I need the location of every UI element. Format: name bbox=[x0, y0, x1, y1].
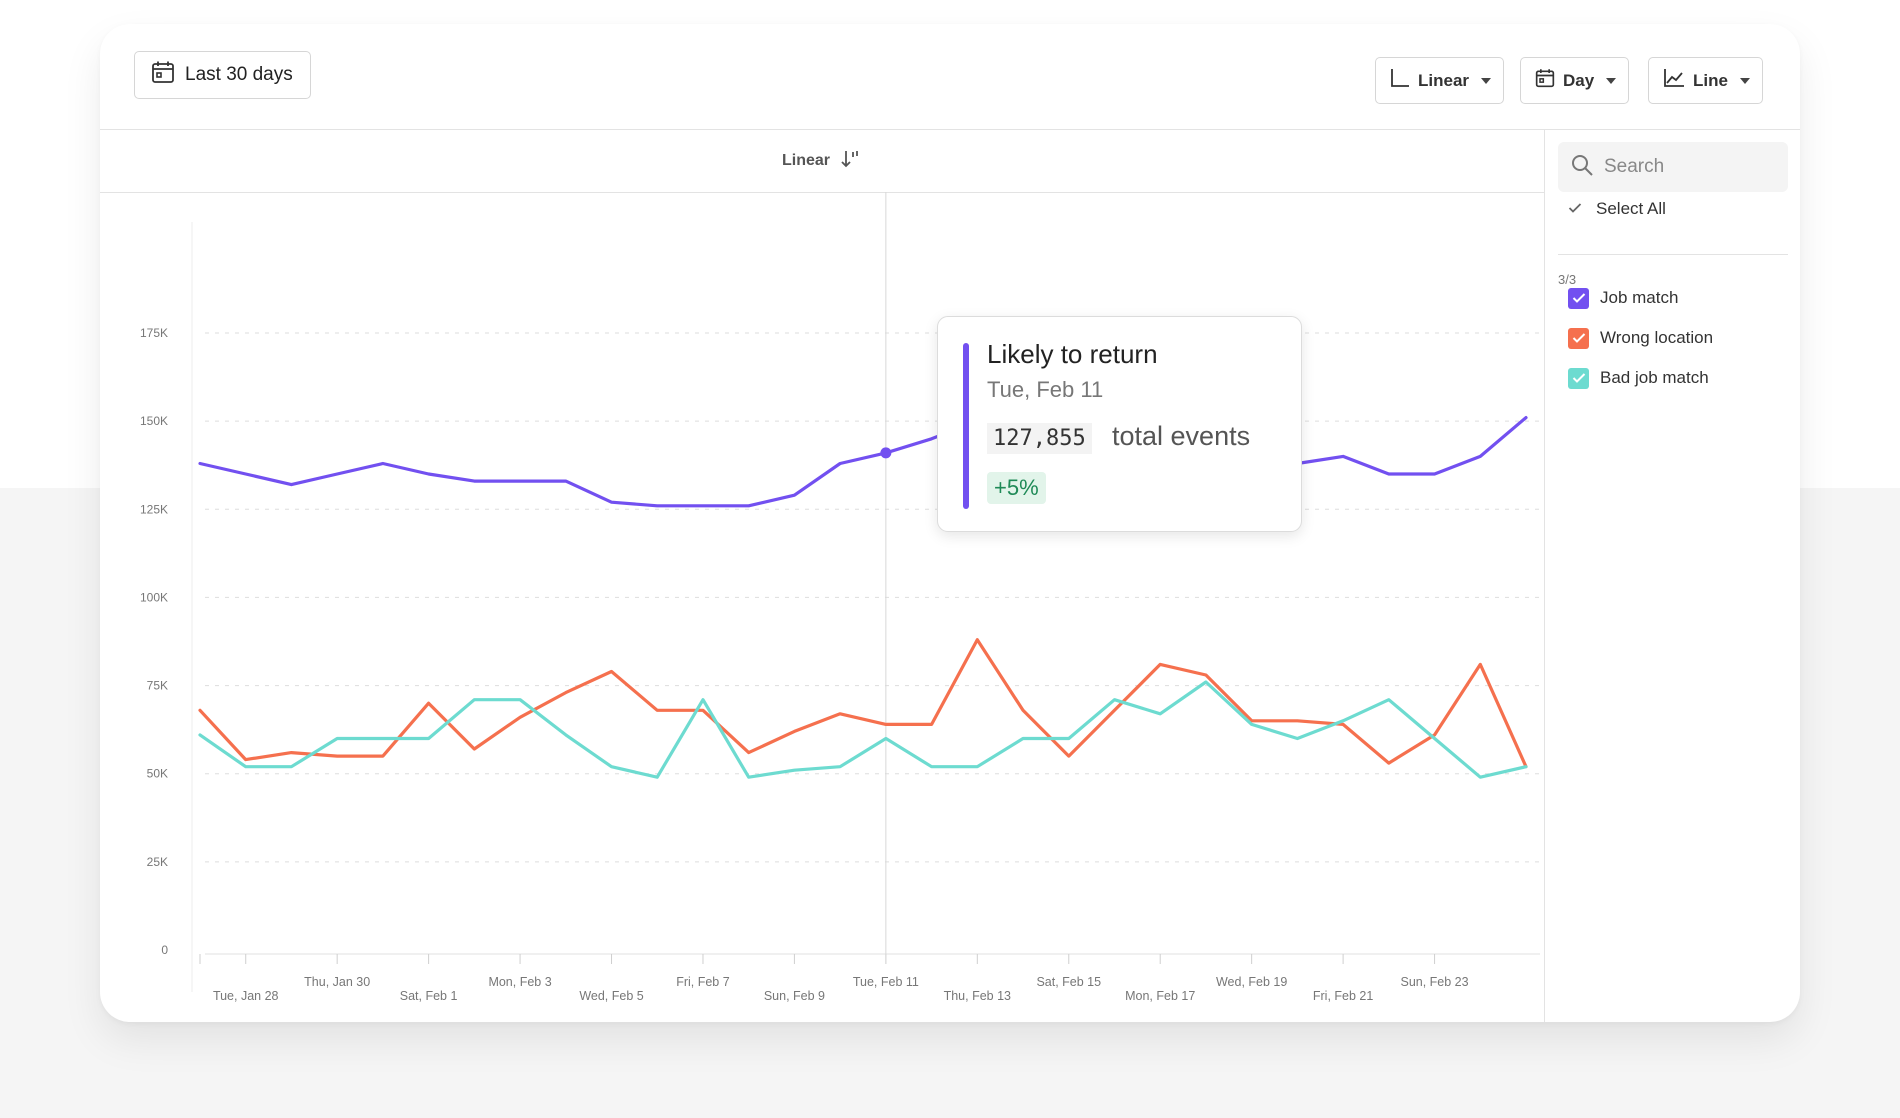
chart-type-dropdown-label: Line bbox=[1693, 70, 1728, 90]
select-all-toggle[interactable]: Select All bbox=[1568, 194, 1666, 224]
legend-item-label: Bad job match bbox=[1600, 368, 1709, 387]
y-tick-label: 175K bbox=[140, 326, 168, 340]
report-card: Last 30 days Linear Day Line Linear bbox=[100, 24, 1800, 1022]
x-tick-label: Tue, Jan 28 bbox=[213, 989, 279, 1003]
legend-checkbox[interactable] bbox=[1568, 367, 1589, 389]
series-line-wrong-location bbox=[198, 638, 1528, 769]
chart-scale-label: Linear bbox=[781, 152, 830, 169]
axis-icon bbox=[1390, 68, 1410, 93]
interval-dropdown-label: Day bbox=[1563, 70, 1595, 90]
legend-search-input[interactable] bbox=[1602, 155, 1776, 179]
tooltip-value: 127,855 bbox=[987, 423, 1092, 454]
x-tick-label: Fri, Feb 21 bbox=[1313, 989, 1373, 1003]
check-icon bbox=[1572, 373, 1585, 383]
select-all-label: Select All bbox=[1596, 199, 1666, 218]
chart-area: Linear 0 25K 50K 75K 100K 125K 150K 175K Tue, Ja… bbox=[100, 130, 1545, 1022]
interval-dropdown[interactable]: Day bbox=[1520, 57, 1630, 104]
calendar-icon bbox=[1535, 68, 1555, 93]
x-tick-label: Fri, Feb 7 bbox=[676, 975, 730, 989]
chevron-down-icon bbox=[1739, 77, 1750, 84]
x-tick-label: Wed, Feb 5 bbox=[579, 989, 643, 1003]
x-tick-label: Sat, Feb 15 bbox=[1036, 975, 1101, 989]
tooltip-color-bar bbox=[963, 343, 969, 509]
tooltip-title: Likely to return bbox=[987, 339, 1158, 369]
y-tick-label: 150K bbox=[140, 414, 168, 428]
chart-tooltip: Likely to return Tue, Feb 11 127,855 tot… bbox=[937, 316, 1302, 532]
chevron-down-icon bbox=[1481, 77, 1492, 84]
x-tick-label: Mon, Feb 17 bbox=[1125, 989, 1195, 1003]
tooltip-change-badge: +5% bbox=[987, 472, 1046, 504]
legend-panel: Select All 3/3 Job match Wrong location … bbox=[1545, 130, 1800, 1022]
tooltip-date: Tue, Feb 11 bbox=[987, 377, 1104, 402]
legend-count: 3/3 bbox=[1558, 272, 1577, 287]
y-tick-label: 125K bbox=[140, 502, 168, 516]
legend-item-bad-job-match[interactable]: Bad job match bbox=[1568, 364, 1709, 392]
report-header: Last 30 days Linear Day Line bbox=[100, 24, 1800, 130]
legend-checkbox[interactable] bbox=[1568, 327, 1589, 349]
y-tick-label: 0 bbox=[161, 943, 168, 957]
legend-item-label: Wrong location bbox=[1600, 328, 1714, 347]
series-line-bad-job-match bbox=[198, 680, 1528, 779]
tooltip-value-suffix: total events bbox=[1112, 421, 1251, 451]
y-tick-label: 50K bbox=[147, 767, 168, 781]
chart-type-dropdown[interactable]: Line bbox=[1648, 57, 1763, 104]
chart-subheader: Linear bbox=[100, 130, 1544, 193]
legend-item-job-match[interactable]: Job match bbox=[1568, 284, 1678, 312]
scale-dropdown[interactable]: Linear bbox=[1375, 57, 1505, 104]
legend-item-wrong-location[interactable]: Wrong location bbox=[1568, 324, 1713, 352]
y-tick-label: 25K bbox=[147, 855, 168, 869]
sort-icon[interactable] bbox=[840, 148, 862, 175]
x-tick-label: Sat, Feb 1 bbox=[400, 989, 458, 1003]
series-line-job-match bbox=[198, 405, 1528, 508]
line-chart-icon bbox=[1663, 68, 1685, 93]
scale-dropdown-label: Linear bbox=[1418, 70, 1470, 90]
chevron-down-icon bbox=[1606, 77, 1617, 84]
check-icon bbox=[1572, 293, 1585, 303]
hover-point bbox=[880, 447, 892, 459]
x-tick-label: Mon, Feb 3 bbox=[488, 975, 551, 989]
legend-search bbox=[1558, 142, 1788, 192]
y-tick-label: 75K bbox=[147, 679, 168, 693]
line-chart: 0 25K 50K 75K 100K 125K 150K 175K Tue, Jan 28 Thu… bbox=[140, 192, 1540, 1003]
x-tick-label: Tue, Feb 11 bbox=[853, 975, 919, 989]
y-tick-label: 100K bbox=[140, 590, 168, 604]
legend-checkbox[interactable] bbox=[1568, 287, 1589, 309]
date-range-label: Last 30 days bbox=[185, 64, 293, 85]
legend-item-label: Job match bbox=[1600, 288, 1679, 307]
legend-divider bbox=[1558, 254, 1788, 255]
check-icon bbox=[1572, 333, 1585, 343]
x-tick-label: Thu, Feb 13 bbox=[944, 989, 1011, 1003]
search-icon bbox=[1570, 153, 1594, 182]
calendar-icon bbox=[151, 60, 175, 90]
x-tick-label: Sun, Feb 9 bbox=[764, 989, 825, 1003]
x-tick-label: Sun, Feb 23 bbox=[1400, 975, 1468, 989]
date-range-button[interactable]: Last 30 days bbox=[134, 51, 311, 99]
x-tick-label: Thu, Jan 30 bbox=[304, 975, 370, 989]
check-icon bbox=[1568, 199, 1582, 219]
x-tick-label: Wed, Feb 19 bbox=[1216, 975, 1287, 989]
